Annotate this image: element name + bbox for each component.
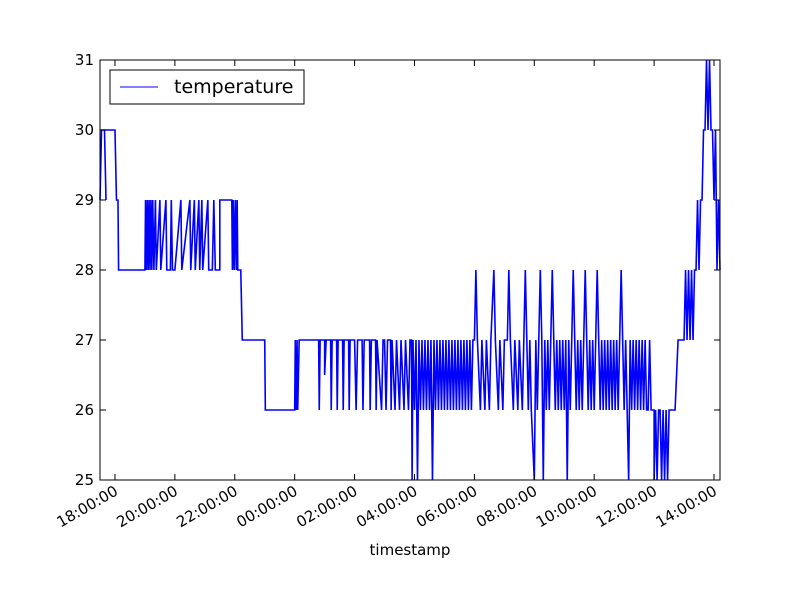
x-tick-label: 14:00:00: [653, 482, 720, 531]
y-tick-label: 25: [75, 471, 94, 489]
series-line-temperature: [99, 59, 721, 481]
x-tick-label: 10:00:00: [533, 482, 600, 531]
y-axis: 25 26 27 28 29 30 31: [75, 51, 720, 489]
x-tick-label: 22:00:00: [173, 482, 240, 531]
y-tick-label: 31: [75, 51, 94, 69]
x-tick-label: 12:00:00: [593, 482, 660, 531]
series-layer: [99, 59, 721, 481]
y-tick-label: 27: [75, 331, 94, 349]
x-tick-label: 04:00:00: [353, 482, 420, 531]
x-tick-label: 20:00:00: [114, 482, 181, 531]
x-tick-label: 08:00:00: [473, 482, 540, 531]
y-tick-label: 26: [75, 401, 94, 419]
x-tick-label: 00:00:00: [233, 482, 300, 531]
y-tick-label: 28: [75, 261, 94, 279]
x-axis-label: timestamp: [370, 541, 451, 559]
legend-label-temperature: temperature: [174, 76, 293, 98]
x-tick-label: 18:00:00: [54, 482, 121, 531]
x-tick-label: 06:00:00: [413, 482, 480, 531]
y-tick-label: 30: [75, 121, 94, 139]
legend: temperature: [109, 69, 305, 105]
x-tick-label: 02:00:00: [293, 482, 360, 531]
y-tick-label: 29: [75, 191, 94, 209]
